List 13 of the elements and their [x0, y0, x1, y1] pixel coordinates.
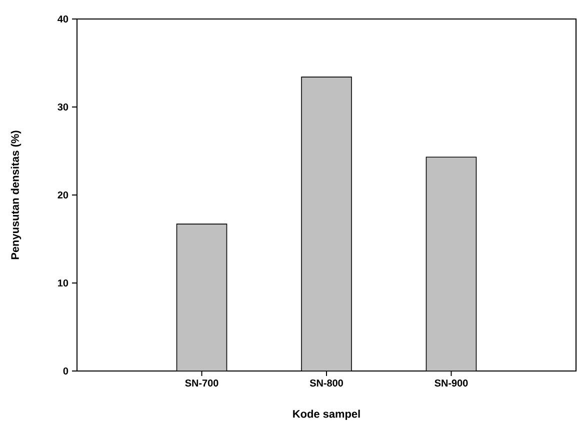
y-tick-label: 30: [58, 103, 68, 111]
bar: [301, 76, 352, 371]
bar: [426, 156, 477, 371]
x-tick-label: SN-700: [185, 380, 218, 387]
y-tick-label: 40: [58, 15, 68, 23]
x-tick-label: SN-900: [434, 380, 468, 387]
x-axis-title: Kode sampel: [293, 410, 360, 420]
x-tick-label: SN-800: [310, 380, 343, 387]
bar: [176, 224, 228, 371]
y-tick-label: 10: [58, 279, 68, 287]
y-tick-label: 20: [58, 191, 68, 199]
y-axis-title: Penyusutan densitas (%): [10, 130, 22, 260]
y-tick-label: 0: [63, 367, 68, 375]
